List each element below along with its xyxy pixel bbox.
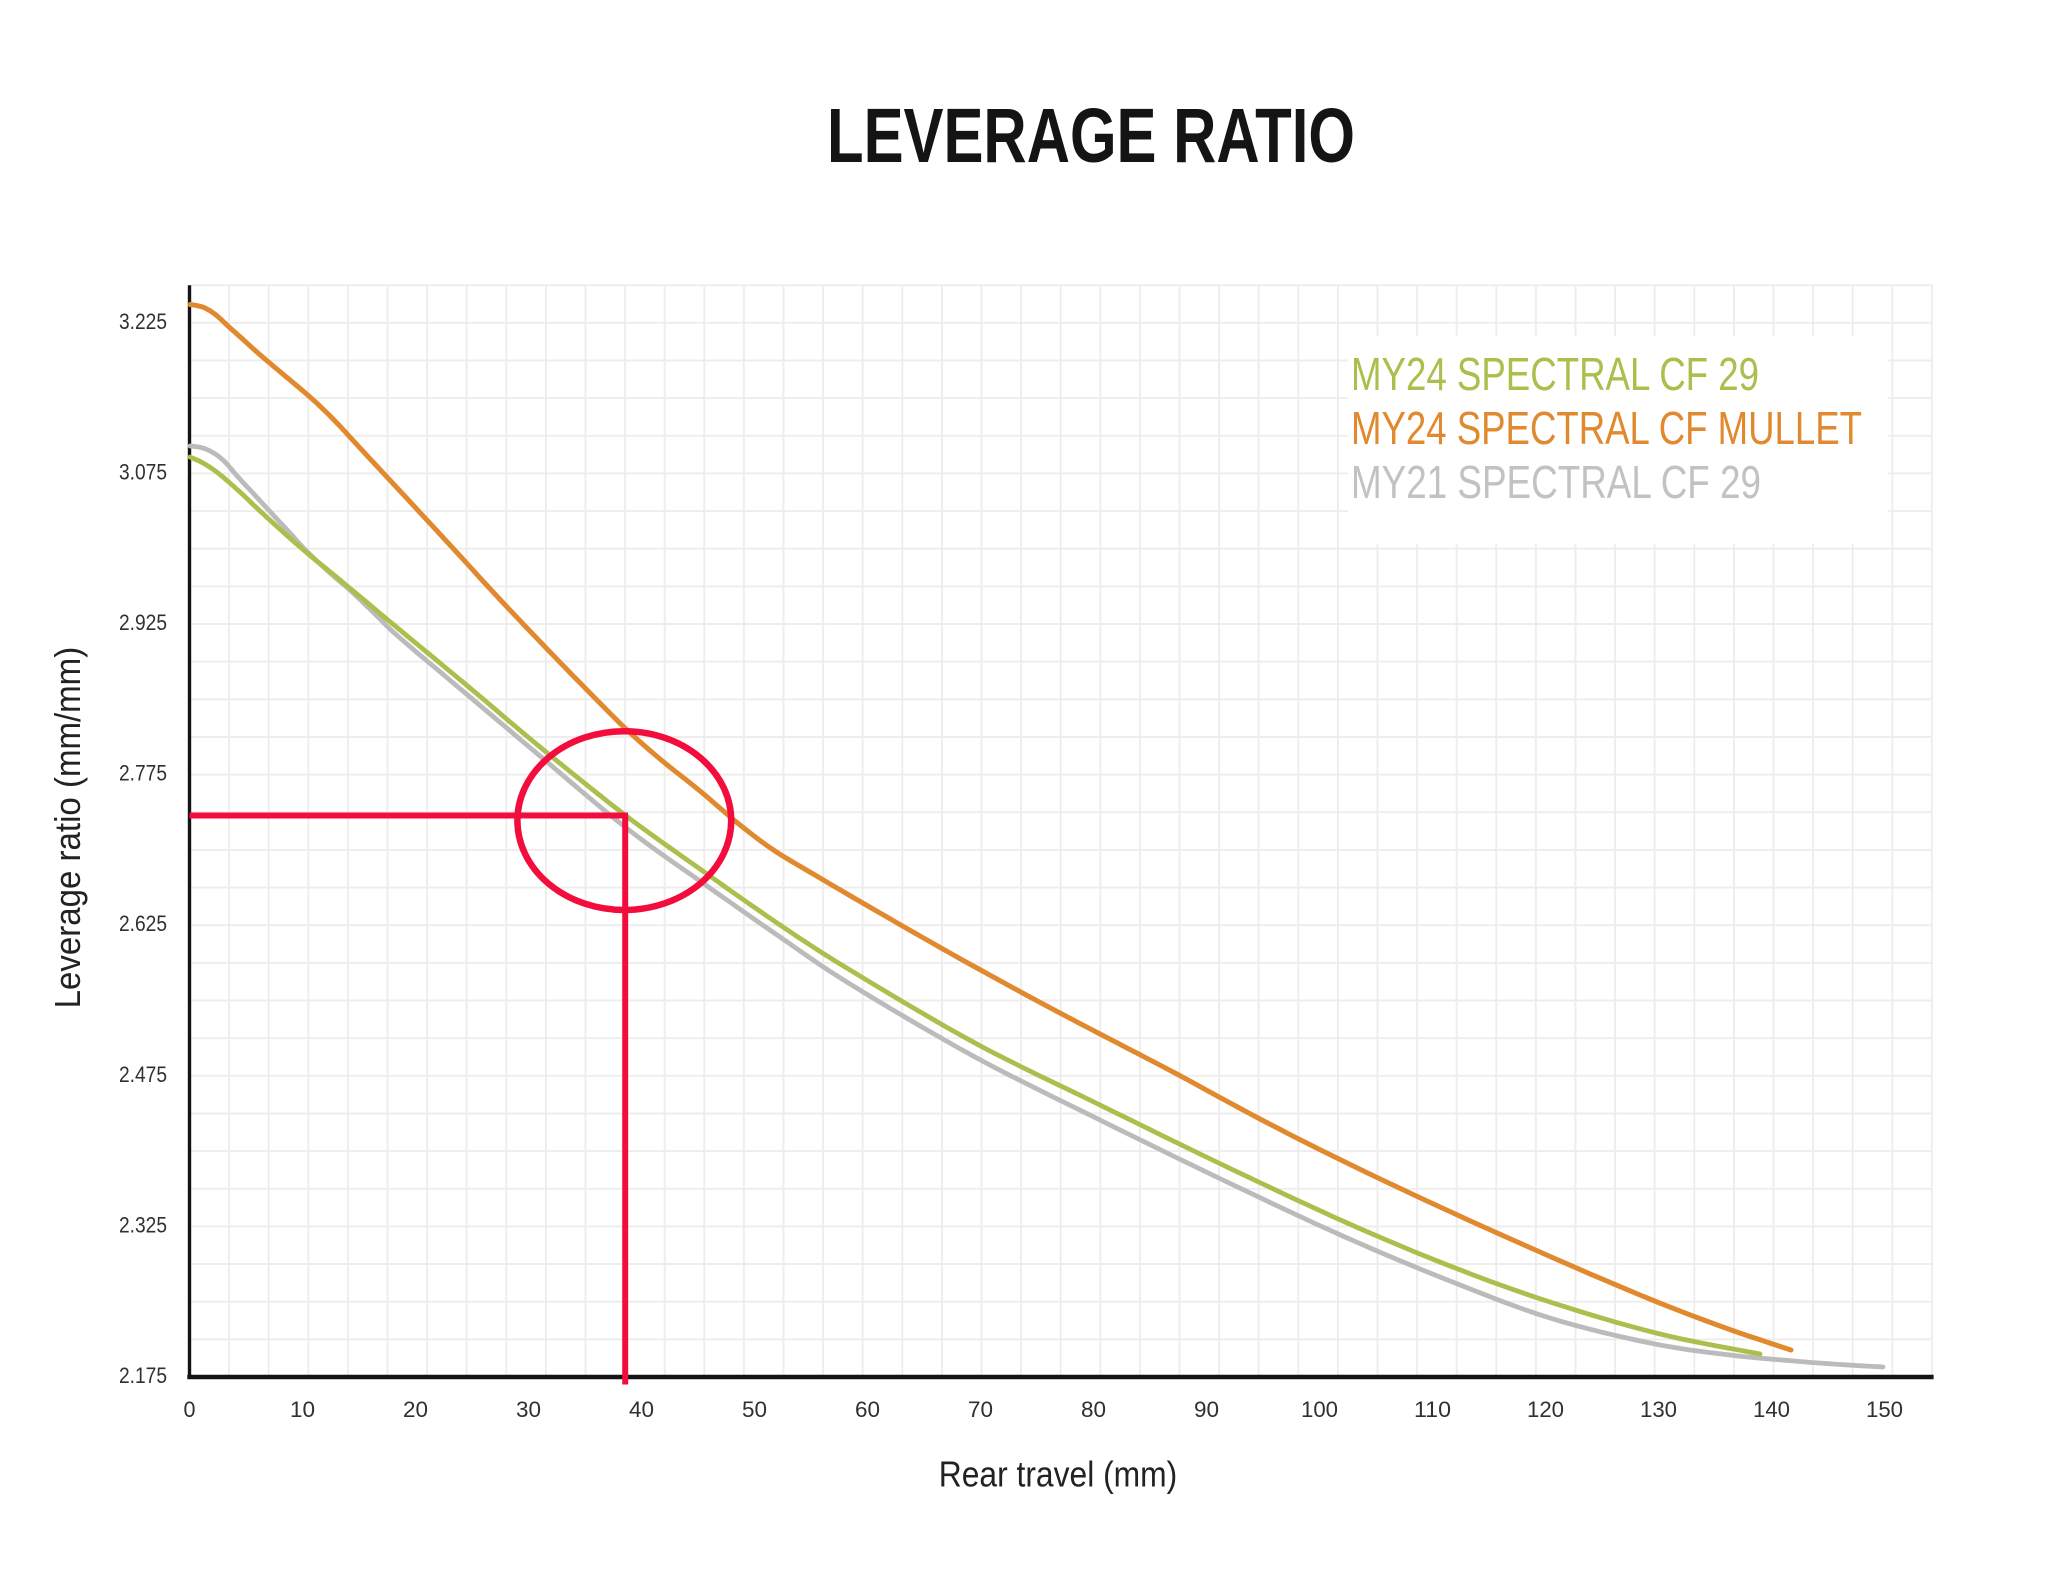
svg-text:90: 90	[1194, 1397, 1219, 1422]
svg-text:150: 150	[1866, 1397, 1903, 1422]
svg-text:0: 0	[184, 1397, 196, 1422]
svg-text:20: 20	[403, 1397, 428, 1422]
svg-text:70: 70	[968, 1397, 993, 1422]
svg-text:MY21 SPECTRAL CF 29: MY21 SPECTRAL CF 29	[1351, 456, 1761, 508]
svg-text:80: 80	[1081, 1397, 1106, 1422]
svg-text:2.775: 2.775	[119, 761, 167, 786]
svg-text:2.625: 2.625	[119, 911, 167, 936]
svg-text:Rear travel (mm): Rear travel (mm)	[939, 1454, 1178, 1495]
svg-text:60: 60	[855, 1397, 880, 1422]
svg-text:2.925: 2.925	[119, 610, 167, 635]
svg-text:2.325: 2.325	[119, 1212, 167, 1237]
svg-text:3.075: 3.075	[119, 459, 167, 484]
svg-text:10: 10	[290, 1397, 315, 1422]
svg-text:120: 120	[1527, 1397, 1564, 1422]
svg-text:Leverage ratio (mm/mm): Leverage ratio (mm/mm)	[47, 647, 88, 1009]
svg-text:40: 40	[629, 1397, 654, 1422]
svg-text:MY24 SPECTRAL CF MULLET: MY24 SPECTRAL CF MULLET	[1351, 402, 1862, 454]
svg-text:LEVERAGE RATIO: LEVERAGE RATIO	[827, 93, 1355, 179]
svg-text:140: 140	[1753, 1397, 1790, 1422]
svg-text:2.475: 2.475	[119, 1062, 167, 1087]
svg-text:50: 50	[742, 1397, 767, 1422]
svg-text:30: 30	[516, 1397, 541, 1422]
svg-text:MY24 SPECTRAL CF 29: MY24 SPECTRAL CF 29	[1351, 348, 1759, 400]
svg-text:110: 110	[1414, 1397, 1451, 1422]
svg-text:100: 100	[1301, 1397, 1338, 1422]
svg-text:130: 130	[1640, 1397, 1677, 1422]
svg-text:2.175: 2.175	[119, 1363, 167, 1388]
svg-text:3.225: 3.225	[119, 309, 167, 334]
